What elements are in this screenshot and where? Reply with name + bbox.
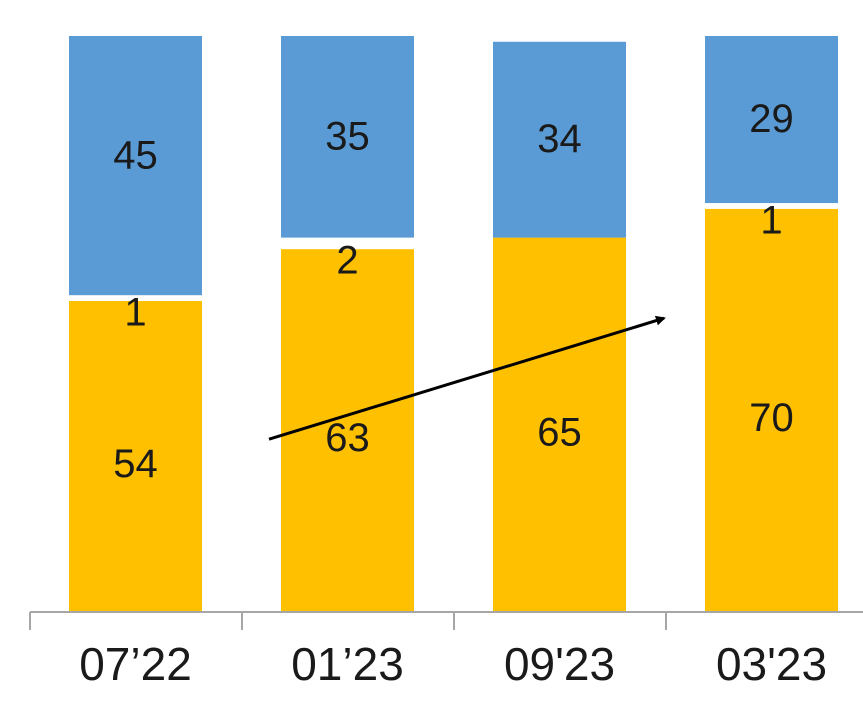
value-label-1-1: 54 [113, 442, 158, 486]
bar-segment-3-1 [69, 36, 202, 296]
value-label-3-4: 29 [749, 97, 794, 141]
value-label-3-1: 45 [113, 134, 158, 178]
value-label-1-3: 65 [537, 410, 582, 454]
annotations-layer [268, 315, 666, 441]
bar-segment-3-2 [281, 36, 414, 238]
value-label-3-2: 35 [325, 114, 370, 158]
value-label-1-4: 70 [749, 396, 794, 440]
bar-segment-1-4 [705, 208, 838, 613]
bar-segment-2-1 [69, 295, 202, 301]
value-labels-layer: 54 1 45 63 2 35 65 34 70 1 29 [113, 97, 794, 486]
x-tick-label-1: 07’22 [79, 638, 192, 690]
bar-segment-2-2 [281, 237, 414, 250]
bar-segment-2-4 [705, 203, 838, 209]
bar-segment-1-2 [281, 249, 414, 612]
bar-segment-1-1 [69, 300, 202, 612]
bar-segment-1-3 [493, 237, 626, 612]
bar-segment-3-4 [705, 36, 838, 204]
value-label-2-2: 2 [336, 239, 358, 283]
value-label-2-4: 1 [760, 198, 782, 242]
x-tick-label-3: 09'23 [504, 638, 615, 690]
value-label-1-2: 63 [325, 416, 370, 460]
x-tick-labels: 07’22 01’23 09'23 03'23 [79, 638, 827, 690]
bar-segment-3-3 [493, 41, 626, 238]
trend-arrow-1 [268, 315, 666, 441]
value-label-3-3: 34 [537, 117, 582, 161]
x-axis [29, 611, 863, 630]
value-label-2-1: 1 [124, 291, 146, 335]
x-tick-label-2: 01’23 [291, 638, 404, 690]
bars-layer [69, 36, 838, 613]
x-tick-label-4: 03'23 [716, 638, 827, 690]
